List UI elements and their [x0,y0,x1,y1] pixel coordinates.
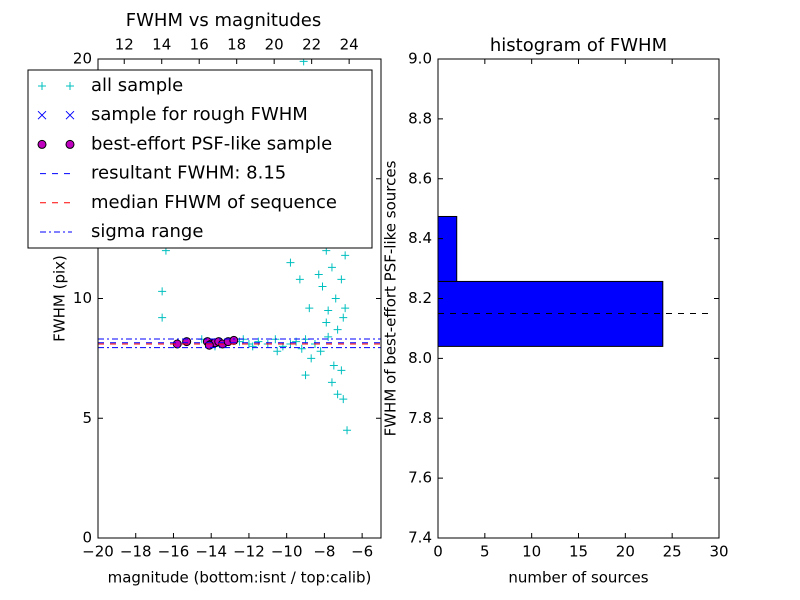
legend-marker [65,110,75,120]
legend-label: sigma range [91,221,203,242]
y-tick-label: 9.0 [408,50,432,68]
point [343,426,352,435]
chart-title: FWHM vs magnitudes [126,10,321,31]
x-tick-label: −20 [82,543,114,561]
y-tick-label: 8.0 [408,349,432,367]
x-tick-label: 15 [569,543,588,561]
x2-tick-label: 14 [152,36,171,54]
point [333,390,342,399]
legend-label: resultant FWHM: 8.15 [91,163,286,184]
point [295,275,304,284]
x2-tick-label: 16 [190,36,209,54]
bar [437,215,458,282]
y-tick-label: 20 [73,50,92,68]
point [341,304,350,313]
x-axis-label: magnitude (bottom:isnt / top:calib) [108,569,372,587]
y-tick-label: 8.2 [408,289,432,307]
point [324,306,333,315]
point [339,395,348,404]
x2-tick-label: 18 [227,36,246,54]
y-tick-label: 8.4 [408,229,432,247]
x-tick-label: 20 [616,543,635,561]
x-tick-label: 5 [480,543,490,561]
point [299,59,308,66]
y-axis-label: FWHM of best-effort PSF-like sources [382,160,400,436]
point [301,371,310,380]
point [248,342,257,351]
point [339,313,348,322]
point [331,294,340,303]
point [307,354,316,363]
x-tick-label: 10 [522,543,541,561]
point [337,275,346,284]
y-tick-label: 7.4 [408,529,432,547]
legend-marker [38,82,46,90]
x-tick-label: −8 [313,543,335,561]
point [314,270,323,279]
y-tick-label: 7.8 [408,409,432,427]
point [318,282,327,291]
point [324,332,333,341]
point [327,263,336,272]
x-tick-label: 25 [663,543,682,561]
x-tick-label: 30 [709,543,728,561]
legend-label: best-effort PSF-like sample [91,133,332,154]
legend-label: median FHWM of sequence [91,192,337,213]
x-tick-label: 0 [433,543,443,561]
x-axis-label: number of sources [508,569,648,587]
plot-area [98,59,381,435]
x-tick-label: −10 [271,543,303,561]
x-tick-label: −16 [158,543,190,561]
x-tick-label: −18 [120,543,152,561]
y-tick-label: 5 [82,409,92,427]
point [327,378,336,387]
legend-box [27,69,373,249]
point [322,318,331,327]
legend-marker [65,139,75,149]
y-tick-label: 8.8 [408,109,432,127]
x2-tick-label: 22 [302,36,321,54]
legend-marker [37,110,47,120]
y-tick-label: 8.6 [408,169,432,187]
point [333,325,342,334]
x-tick-label: −14 [195,543,227,561]
legend-label: all sample [91,75,183,96]
point [158,313,167,322]
legend-marker [37,139,47,149]
y-tick-label: 10 [73,289,92,307]
point [341,251,350,260]
point [329,361,338,370]
point [297,344,306,353]
chart-title: histogram of FWHM [490,35,667,56]
point [273,347,282,356]
point [286,258,295,267]
y-tick-label: 0 [82,529,92,547]
x2-tick-label: 20 [265,36,284,54]
point [337,366,346,375]
point [316,347,325,356]
x2-tick-label: 12 [115,36,134,54]
y-tick-label: 7.6 [408,469,432,487]
point [158,287,167,296]
x2-tick-label: 24 [340,36,359,54]
legend-label: sample for rough FWHM [91,104,308,125]
x-tick-label: −12 [233,543,265,561]
legend-marker [66,82,74,90]
x-tick-label: −6 [351,543,373,561]
y-axis-label: FWHM (pix) [51,255,69,342]
point [305,304,314,313]
legend: all sample sample for rough FWHM best-effo… [27,69,373,249]
